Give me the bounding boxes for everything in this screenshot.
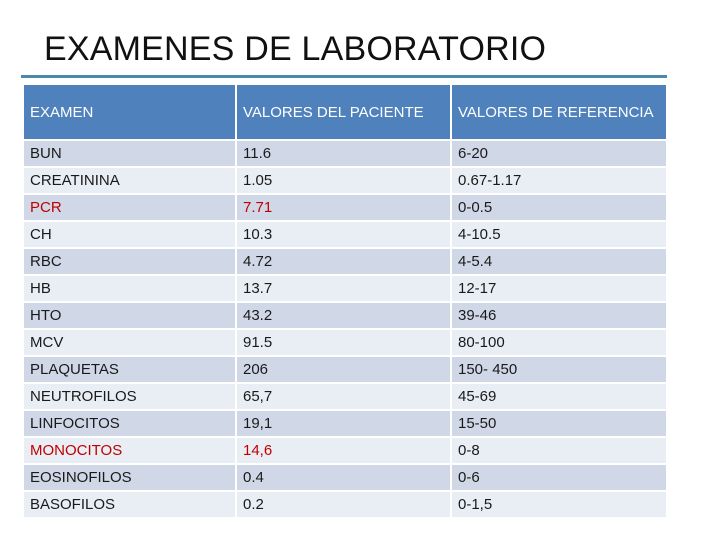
header-reference-values: VALORES DE REFERENCIA xyxy=(450,83,668,141)
exam-cell: NEUTROFILOS xyxy=(22,382,237,411)
page-title: EXAMENES DE LABORATORIO xyxy=(44,30,547,68)
reference-value-cell: 150- 450 xyxy=(450,355,668,384)
reference-value-cell: 39-46 xyxy=(450,301,668,330)
exam-cell: MCV xyxy=(22,328,237,357)
reference-value-cell: 45-69 xyxy=(450,382,668,411)
reference-value-cell: 0-6 xyxy=(450,463,668,492)
patient-value-cell: 91.5 xyxy=(235,328,452,357)
patient-value-cell: 13.7 xyxy=(235,274,452,303)
patient-value-cell: 14,6 xyxy=(235,436,452,465)
exam-cell: HB xyxy=(22,274,237,303)
table-header-row: EXAMEN VALORES DEL PACIENTE VALORES DE R… xyxy=(22,83,668,141)
patient-value-cell: 0.2 xyxy=(235,490,452,519)
patient-value-cell: 65,7 xyxy=(235,382,452,411)
exam-cell: CREATININA xyxy=(22,166,237,195)
lab-results-table: EXAMEN VALORES DEL PACIENTE VALORES DE R… xyxy=(22,83,668,519)
patient-value-cell: 11.6 xyxy=(235,139,452,168)
exam-cell: RBC xyxy=(22,247,237,276)
header-exam: EXAMEN xyxy=(22,83,237,141)
table-row: PCR 7.71 0-0.5 xyxy=(22,193,668,222)
table-row: RBC 4.72 4-5.4 xyxy=(22,247,668,276)
exam-cell: EOSINOFILOS xyxy=(22,463,237,492)
table-row: MCV 91.5 80-100 xyxy=(22,328,668,357)
table-row: CH 10.3 4-10.5 xyxy=(22,220,668,249)
table-row: HB 13.7 12-17 xyxy=(22,274,668,303)
table-row: HTO 43.2 39-46 xyxy=(22,301,668,330)
reference-value-cell: 4-5.4 xyxy=(450,247,668,276)
reference-value-cell: 12-17 xyxy=(450,274,668,303)
exam-cell: HTO xyxy=(22,301,237,330)
patient-value-cell: 206 xyxy=(235,355,452,384)
exam-cell: MONOCITOS xyxy=(22,436,237,465)
table-row: NEUTROFILOS 65,7 45-69 xyxy=(22,382,668,411)
exam-cell: PCR xyxy=(22,193,237,222)
reference-value-cell: 80-100 xyxy=(450,328,668,357)
table-row: EOSINOFILOS 0.4 0-6 xyxy=(22,463,668,492)
table-row: BASOFILOS 0.2 0-1,5 xyxy=(22,490,668,519)
reference-value-cell: 4-10.5 xyxy=(450,220,668,249)
patient-value-cell: 19,1 xyxy=(235,409,452,438)
reference-value-cell: 0-8 xyxy=(450,436,668,465)
reference-value-cell: 0.67-1.17 xyxy=(450,166,668,195)
patient-value-cell: 7.71 xyxy=(235,193,452,222)
table-body: BUN 11.6 6-20 CREATININA 1.05 0.67-1.17 PCR 7.7… xyxy=(22,139,668,519)
title-underline xyxy=(21,75,667,78)
patient-value-cell: 4.72 xyxy=(235,247,452,276)
patient-value-cell: 0.4 xyxy=(235,463,452,492)
table-row: CREATININA 1.05 0.67-1.17 xyxy=(22,166,668,195)
reference-value-cell: 0-1,5 xyxy=(450,490,668,519)
table-row: LINFOCITOS 19,1 15-50 xyxy=(22,409,668,438)
patient-value-cell: 10.3 xyxy=(235,220,452,249)
patient-value-cell: 1.05 xyxy=(235,166,452,195)
exam-cell: BASOFILOS xyxy=(22,490,237,519)
reference-value-cell: 0-0.5 xyxy=(450,193,668,222)
table-row: BUN 11.6 6-20 xyxy=(22,139,668,168)
patient-value-cell: 43.2 xyxy=(235,301,452,330)
exam-cell: LINFOCITOS xyxy=(22,409,237,438)
exam-cell: CH xyxy=(22,220,237,249)
exam-cell: PLAQUETAS xyxy=(22,355,237,384)
reference-value-cell: 15-50 xyxy=(450,409,668,438)
exam-cell: BUN xyxy=(22,139,237,168)
reference-value-cell: 6-20 xyxy=(450,139,668,168)
table-row: PLAQUETAS 206 150- 450 xyxy=(22,355,668,384)
table-row: MONOCITOS 14,6 0-8 xyxy=(22,436,668,465)
header-patient-values: VALORES DEL PACIENTE xyxy=(235,83,452,141)
